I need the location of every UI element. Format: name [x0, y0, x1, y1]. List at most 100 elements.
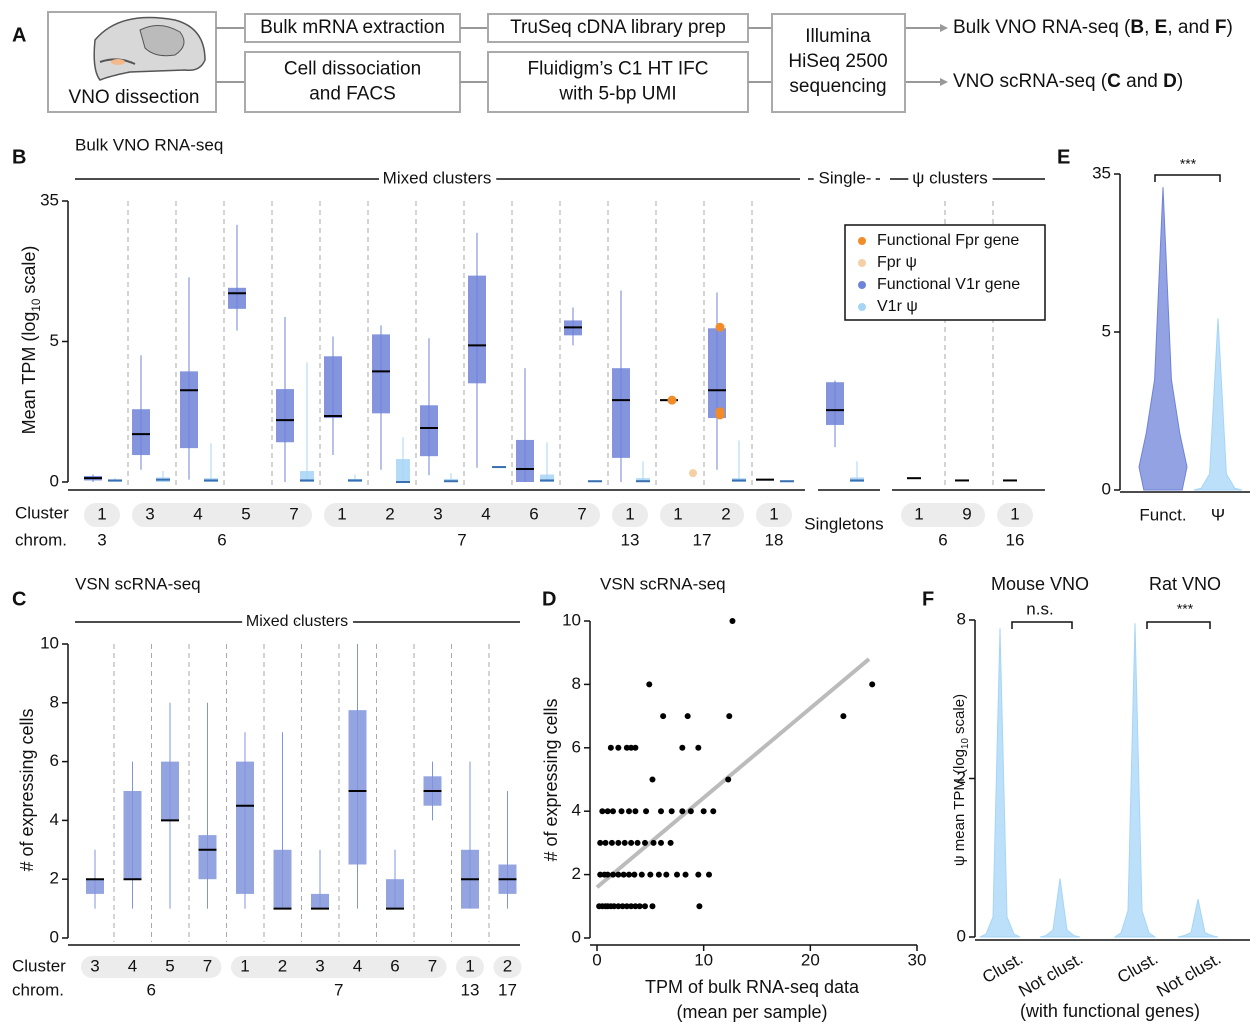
- point: [684, 713, 691, 720]
- legend-label: Fpr ψ: [877, 254, 917, 271]
- cluster-label: 1: [769, 504, 778, 523]
- point: [628, 744, 635, 751]
- point: [729, 618, 736, 624]
- section-header: Mixed clusters: [246, 613, 348, 630]
- y-tick-label: 0: [572, 927, 581, 946]
- step-label: HiSeq 2500: [788, 51, 887, 72]
- x-tick-label: 10: [694, 950, 713, 969]
- point: [710, 808, 717, 815]
- violin: [1193, 318, 1243, 491]
- chrom-label: 17: [693, 530, 712, 549]
- point: [621, 839, 628, 846]
- y-tick-label: 0: [957, 926, 966, 945]
- point: [615, 839, 622, 846]
- cluster-label: 3: [90, 956, 99, 975]
- point: [668, 808, 675, 815]
- legend-swatch: [858, 259, 866, 267]
- cluster-pill: [324, 503, 600, 527]
- cluster-pill: [84, 503, 120, 527]
- point: [696, 903, 703, 910]
- x-tick-label: 20: [801, 950, 820, 969]
- y-tick-label: 10: [562, 610, 581, 629]
- box: [386, 879, 404, 909]
- legend-swatch: [858, 237, 866, 245]
- violin: [1138, 187, 1188, 491]
- step-label: with 5-bp UMI: [558, 84, 676, 105]
- section-header: Mixed clusters: [383, 168, 492, 187]
- axis-label: TPM of bulk RNA-seq data: [645, 977, 860, 997]
- annotation: ***: [1180, 156, 1197, 172]
- chart-title: VSN scRNA-seq: [75, 574, 201, 593]
- box: [198, 835, 217, 880]
- point: [642, 903, 648, 910]
- point: [615, 744, 622, 751]
- y-tick-label: 35: [40, 190, 59, 209]
- box: [228, 287, 246, 309]
- axis-label-part: 10: [30, 298, 43, 312]
- chrom-label: 7: [457, 530, 466, 549]
- output-part: and: [1121, 71, 1163, 92]
- footer: (with functional genes): [1020, 1001, 1200, 1021]
- cluster-pill: [132, 503, 312, 527]
- cluster-label: 2: [721, 504, 730, 523]
- step-box: [771, 13, 906, 113]
- step-label: TruSeq cDNA library prep: [510, 17, 726, 38]
- box: [161, 761, 179, 821]
- point: [658, 808, 664, 815]
- point: [660, 713, 667, 720]
- cluster-label: 2: [385, 504, 394, 523]
- box: [123, 791, 142, 880]
- chrom-label: 6: [147, 980, 156, 999]
- step-box: [487, 13, 749, 43]
- cluster-label: 1: [1010, 504, 1019, 523]
- cluster-label: 3: [145, 504, 154, 523]
- output-part: , and: [1167, 17, 1215, 38]
- box: [273, 849, 292, 909]
- row-label: chrom.: [12, 980, 64, 999]
- output-label: Bulk VNO RNA-seq (B, E, and F): [953, 17, 1233, 38]
- point: [663, 871, 670, 878]
- cluster-label: 5: [165, 956, 174, 975]
- output-part: F: [1215, 17, 1227, 38]
- cluster-label: 6: [529, 504, 538, 523]
- axis-label-part: 10: [960, 738, 971, 749]
- panel-letter: C: [12, 588, 26, 610]
- box: [540, 474, 554, 482]
- point: [632, 744, 639, 751]
- legend-swatch: [858, 303, 866, 311]
- point: [726, 713, 733, 720]
- cluster-pill: [901, 503, 985, 527]
- cluster-label: 1: [914, 504, 923, 523]
- cluster-pill: [612, 503, 648, 527]
- cluster-label: 7: [577, 504, 586, 523]
- point: [642, 839, 648, 846]
- row-label: Cluster: [15, 503, 69, 522]
- point: [667, 839, 674, 846]
- box: [180, 371, 198, 449]
- step-label: sequencing: [789, 76, 886, 97]
- fpr-point: [667, 395, 677, 405]
- point: [610, 808, 616, 815]
- chrom-label: 13: [621, 530, 640, 549]
- annotation: n.s.: [1026, 599, 1053, 618]
- y-tick-label: 35: [1092, 163, 1111, 182]
- point: [615, 903, 622, 910]
- chrom-label: 7: [334, 980, 343, 999]
- point: [658, 839, 664, 846]
- y-tick-label: 5: [1102, 321, 1111, 340]
- point: [623, 903, 630, 910]
- panel-letter: D: [542, 588, 556, 610]
- output-part: ): [1227, 17, 1233, 38]
- cluster-label: 1: [97, 504, 106, 523]
- cluster-label: 6: [390, 956, 399, 975]
- point: [604, 808, 611, 815]
- point: [682, 871, 689, 878]
- y-tick-label: 0: [1102, 479, 1111, 498]
- point: [602, 839, 609, 846]
- box: [132, 409, 150, 456]
- fpr-point: [715, 410, 725, 420]
- trend-line: [595, 657, 871, 889]
- output-part: ,: [1144, 17, 1155, 38]
- point: [674, 871, 680, 878]
